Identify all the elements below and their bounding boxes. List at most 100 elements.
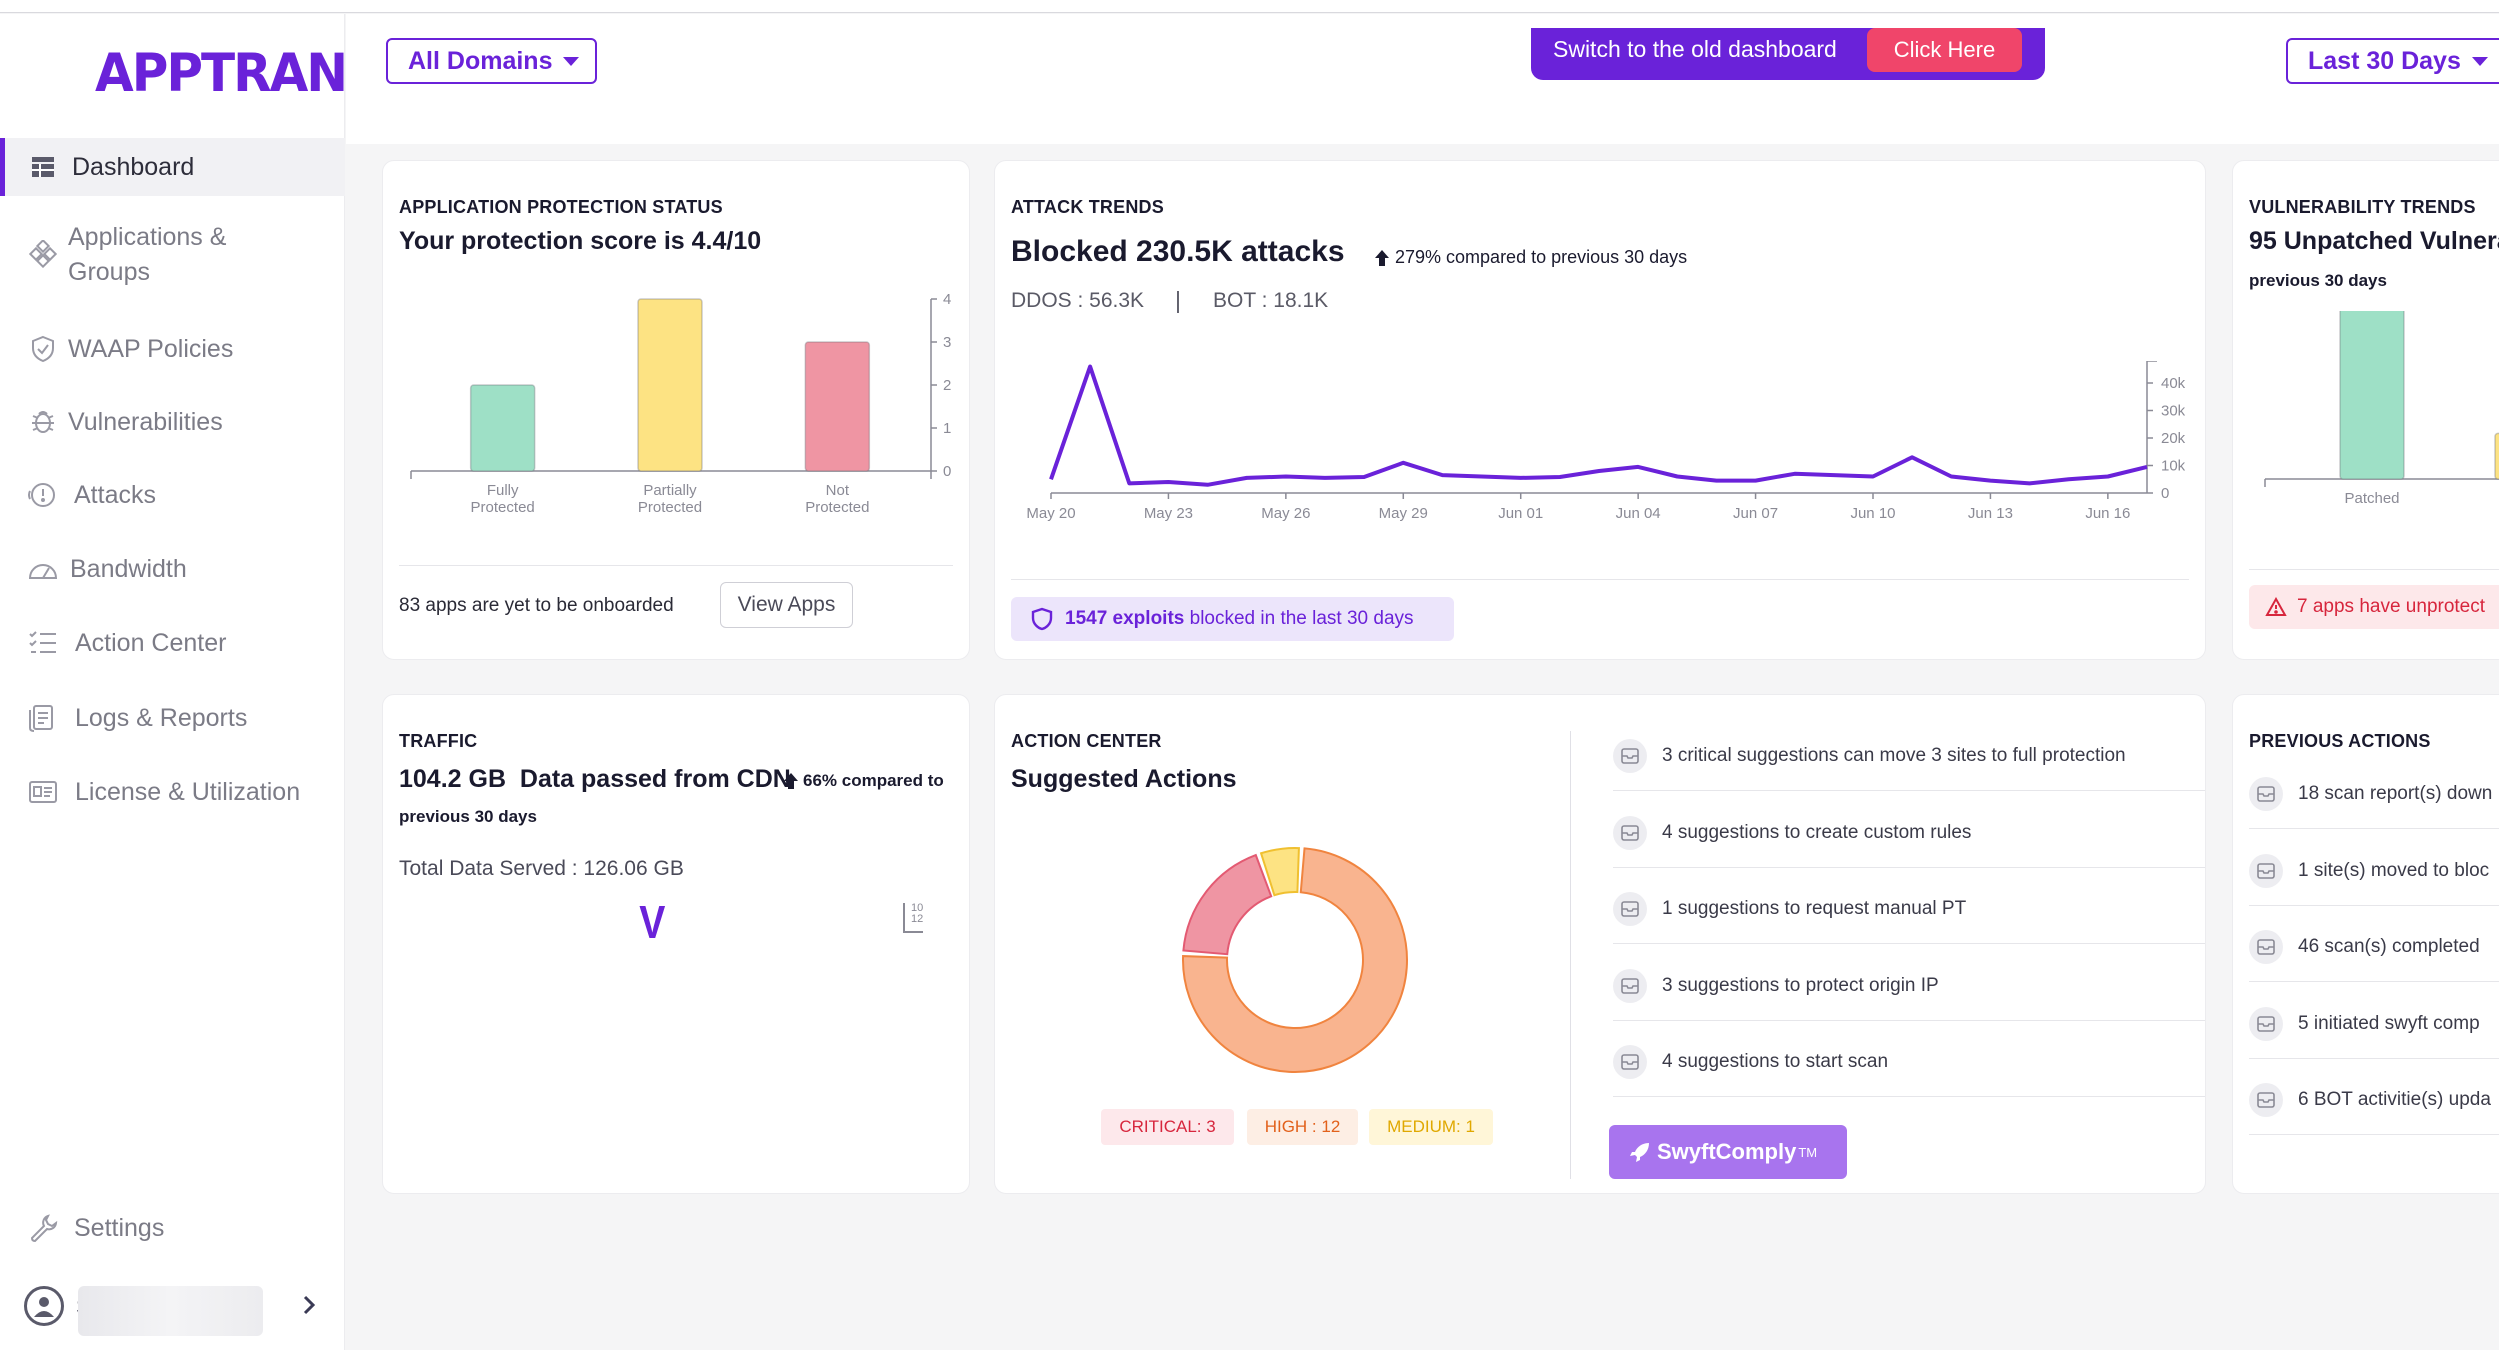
apps-groups-icon (26, 237, 60, 271)
apptrana-logo[interactable]: APPTRANA (95, 42, 385, 104)
previous-action-item[interactable]: 18 scan report(s) down (2249, 753, 2499, 829)
old-dashboard-banner: Switch to the old dashboard Click Here (1531, 28, 2045, 80)
previous-action-item[interactable]: 46 scan(s) completed (2249, 906, 2499, 982)
critical-tag: CRITICAL: 3 (1101, 1109, 1234, 1145)
bar-1 (2494, 432, 2499, 480)
total-data-served: Total Data Served : 126.06 GB (399, 857, 684, 880)
inbox-icon (2249, 1006, 2283, 1041)
swyftcomply-button[interactable]: SwyftComply TM (1609, 1125, 1847, 1179)
avatar[interactable] (24, 1286, 64, 1326)
vulns-headline: 95 Unpatched Vulnera (2249, 227, 2499, 255)
slice-critical (1182, 853, 1273, 956)
sidebar-item-dashboard[interactable]: Dashboard (0, 138, 345, 196)
view-apps-button[interactable]: View Apps (720, 582, 853, 628)
previous-action-text: 1 site(s) moved to bloc (2298, 859, 2490, 881)
dashboard-icon (26, 150, 60, 184)
y-tick-label: 0 (943, 463, 951, 480)
card-caption: ATTACK TRENDS (1011, 197, 1164, 217)
bar-0 (2339, 311, 2405, 480)
date-range-dropdown[interactable]: Last 30 Days (2286, 38, 2499, 84)
domains-dropdown[interactable]: All Domains (386, 38, 597, 84)
previous-action-item[interactable]: 6 BOT activitie(s) upda (2249, 1059, 2499, 1135)
card-caption: TRAFFIC (399, 731, 478, 751)
sidebar-item-label: Vulnerabilities (68, 408, 223, 436)
inbox-icon (1613, 815, 1647, 850)
x-tick-label: May 26 (1261, 505, 1310, 522)
sidebar-item-label-line2: Groups (68, 258, 150, 286)
sidebar-item-license-utilization[interactable]: License & Utilization (0, 767, 345, 817)
action-center-card: ACTION CENTER Suggested Actions CRITICAL… (994, 694, 2206, 1194)
x-tick-label: May 23 (1144, 505, 1193, 522)
y-tick-label: 3 (943, 334, 951, 351)
previous-action-text: 6 BOT activitie(s) upda (2298, 1089, 2491, 1110)
report-icon (26, 701, 60, 735)
protection-status-card: APPLICATION PROTECTION STATUS Your prote… (382, 160, 970, 660)
x-tick-label: Jun 10 (1850, 505, 1895, 522)
chevron-right-icon[interactable] (302, 1294, 316, 1321)
suggestion-item[interactable]: 3 critical suggestions can move 3 sites … (1613, 715, 2205, 791)
sidebar-item-bandwidth[interactable]: Bandwidth (0, 544, 345, 594)
previous-actions-card: PREVIOUS ACTIONS 18 scan report(s) down 1… (2232, 694, 2499, 1194)
inbox-icon (1613, 968, 1647, 1003)
broken-chart-glyph: V (639, 896, 666, 948)
x-tick-label: May 29 (1379, 505, 1428, 522)
sidebar-item-label: Action Center (75, 629, 227, 657)
divider (2249, 569, 2499, 570)
suggestion-item[interactable]: 1 suggestions to request manual PT (1613, 868, 2205, 944)
x-tick-label: Jun 16 (2085, 505, 2130, 522)
sidebar-item-waap-policies[interactable]: WAAP Policies (0, 324, 345, 374)
bug-icon (26, 405, 60, 439)
attack-trends-card: ATTACK TRENDS Blocked 230.5K attacks 279… (994, 160, 2206, 660)
sidebar-item-label: Logs & Reports (75, 704, 248, 732)
previous-action-item[interactable]: 1 site(s) moved to bloc (2249, 830, 2499, 906)
user-name-redacted (78, 1286, 263, 1336)
top-header: All Domains Switch to the old dashboard … (346, 14, 2499, 144)
x-tick-label: Jun 01 (1498, 505, 1543, 522)
protection-bar-chart: 01234FullyProtectedPartiallyProtectedNot… (410, 291, 951, 516)
suggestion-text: 3 critical suggestions can move 3 sites … (1662, 745, 2126, 766)
suggestion-text: 1 suggestions to request manual PT (1662, 898, 1967, 919)
sidebar-item-settings[interactable]: Settings (0, 1203, 345, 1253)
inbox-icon (1613, 1045, 1647, 1079)
sidebar-item-applications-groups[interactable]: Applications & Groups (0, 214, 345, 294)
previous-action-item[interactable]: 5 initiated swyft comp (2249, 983, 2499, 1059)
broken-chart-axis: 10 12 (903, 902, 923, 933)
divider (399, 565, 953, 566)
x-tick-label: Patched (2344, 490, 2399, 507)
suggestion-text: 3 suggestions to protect origin IP (1662, 974, 1939, 996)
sidebar-item-label: Bandwidth (70, 555, 187, 583)
vertical-divider (1570, 731, 1571, 1179)
sidebar-item-action-center[interactable]: Action Center (0, 618, 345, 668)
previous-action-text: 5 initiated swyft comp (2298, 1012, 2480, 1034)
sidebar-item-attacks[interactable]: Attacks (0, 470, 345, 520)
sidebar-item-label: Dashboard (72, 153, 195, 181)
card-caption: ACTION CENTER (1011, 731, 1162, 751)
inbox-icon (2249, 853, 2283, 888)
high-tag: HIGH : 12 (1247, 1109, 1358, 1145)
inbox-icon (2249, 1083, 2283, 1117)
sidebar-item-vulnerabilities[interactable]: Vulnerabilities (0, 397, 345, 447)
x-tick-label: Protected (805, 499, 869, 516)
exploits-text: blocked in the last 30 days (1184, 608, 1414, 629)
window-top-border (0, 0, 2499, 13)
x-tick-label: May 20 (1026, 505, 1075, 522)
click-here-button[interactable]: Click Here (1867, 28, 2022, 72)
exploits-count: 1547 exploits (1065, 608, 1185, 629)
sidebar-item-logs-reports[interactable]: Logs & Reports (0, 693, 345, 743)
y-tick-label: 4 (943, 291, 951, 308)
checklist-icon (26, 626, 60, 660)
separator: | (1175, 287, 1181, 313)
user-profile-row[interactable]: S (0, 1276, 345, 1336)
suggestion-item[interactable]: 3 suggestions to protect origin IP (1613, 945, 2205, 1021)
suggestion-text: 4 suggestions to create custom rules (1662, 821, 1972, 843)
inbox-icon (1613, 739, 1647, 773)
suggestion-item[interactable]: 4 suggestions to start scan (1613, 1021, 2205, 1097)
onboard-text: 83 apps are yet to be onboarded (399, 595, 674, 616)
x-tick-label: Partially (643, 482, 697, 499)
inbox-icon (1613, 892, 1647, 926)
traffic-delta: 66% compared to (783, 771, 944, 791)
suggestion-item[interactable]: 4 suggestions to create custom rules (1613, 792, 2205, 868)
protection-score: Your protection score is 4.4/10 (399, 227, 762, 255)
x-tick-label: Protected (638, 499, 702, 516)
y-tick-label: 1 (943, 420, 951, 437)
